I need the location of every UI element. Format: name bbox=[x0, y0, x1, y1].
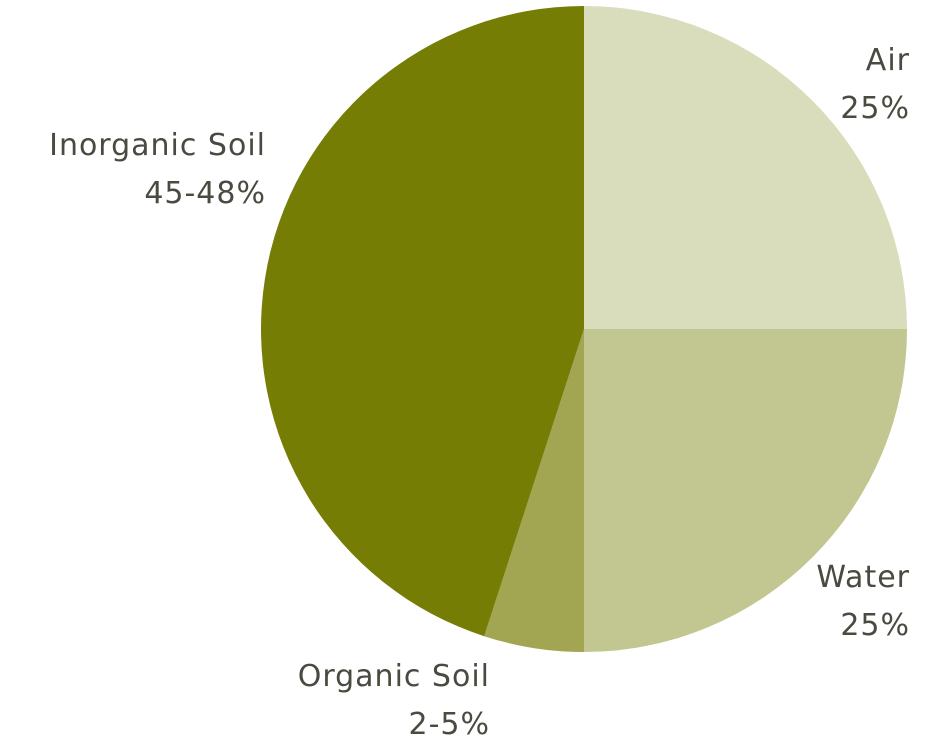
label-water-value: 25% bbox=[840, 608, 910, 643]
label-organic-soil-value: 2-5% bbox=[408, 707, 490, 742]
label-organic-soil: Organic Soil 2-5% bbox=[298, 659, 490, 742]
pie-slice-water bbox=[584, 329, 907, 652]
pie-slice-organic-soil bbox=[484, 329, 584, 652]
label-inorganic-soil-value: 45-48% bbox=[144, 176, 266, 211]
label-water-name: Water bbox=[816, 560, 910, 595]
label-inorganic-soil: Inorganic Soil 45-48% bbox=[49, 128, 266, 211]
pie-slice-air bbox=[584, 6, 907, 329]
label-water: Water 25% bbox=[816, 560, 910, 643]
label-inorganic-soil-name: Inorganic Soil bbox=[49, 128, 266, 163]
label-air-name: Air bbox=[866, 43, 910, 78]
pie-slices bbox=[261, 6, 907, 652]
label-air: Air 25% bbox=[840, 43, 910, 126]
label-air-value: 25% bbox=[840, 91, 910, 126]
label-organic-soil-name: Organic Soil bbox=[298, 659, 490, 694]
pie-slice-inorganic-soil bbox=[261, 6, 584, 637]
